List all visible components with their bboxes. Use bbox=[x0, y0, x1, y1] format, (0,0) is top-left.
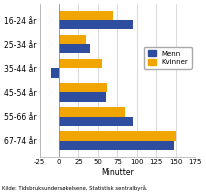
Legend: Menn, Kvinner: Menn, Kvinner bbox=[144, 47, 192, 69]
Bar bbox=[59, 44, 90, 53]
Bar bbox=[59, 107, 125, 117]
Text: Kilde: Tidsbruksundersøkelsene, Statistisk sentralbyrå.: Kilde: Tidsbruksundersøkelsene, Statisti… bbox=[2, 185, 147, 191]
Bar bbox=[59, 35, 86, 44]
X-axis label: Minutter: Minutter bbox=[101, 168, 134, 177]
Bar bbox=[59, 92, 106, 102]
Bar bbox=[59, 83, 107, 92]
Bar bbox=[59, 11, 114, 20]
Bar bbox=[59, 131, 176, 141]
Bar bbox=[51, 68, 59, 78]
Bar bbox=[59, 117, 133, 126]
Bar bbox=[59, 59, 102, 68]
Bar bbox=[59, 141, 174, 150]
Bar bbox=[59, 20, 133, 29]
